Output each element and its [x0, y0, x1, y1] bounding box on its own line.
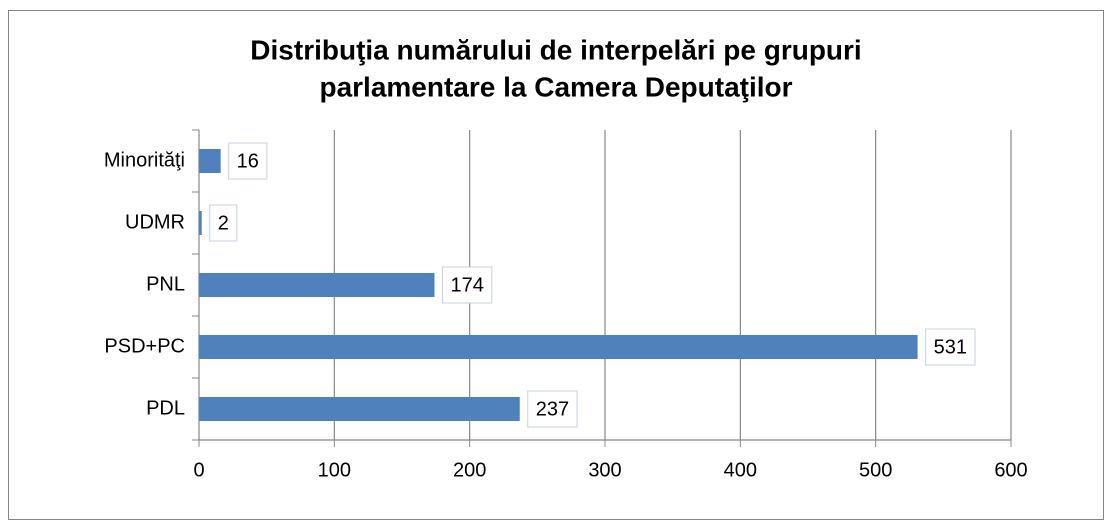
bar: [199, 211, 202, 235]
y-tick-label: PSD+PC: [104, 335, 185, 357]
value-label-box: [441, 266, 493, 304]
bar: [199, 397, 520, 421]
chart-border: [8, 10, 1104, 520]
x-tick-label: 0: [193, 459, 204, 481]
x-tick-label: 100: [318, 459, 351, 481]
value-label: 174: [450, 274, 483, 296]
value-label: 531: [934, 336, 967, 358]
y-tick-label: PDL: [146, 397, 185, 419]
x-tick-label: 400: [724, 459, 757, 481]
value-label-box: [925, 328, 976, 366]
bar: [199, 273, 435, 297]
bar: [199, 149, 221, 173]
y-tick-label: Minorităţi: [104, 149, 185, 171]
chart-title: parlamentare la Camera Deputaţilor: [319, 71, 792, 102]
x-tick-label: 300: [588, 459, 621, 481]
value-label-box: [527, 390, 578, 428]
chart-title: Distribuţia numărului de interpelări pe …: [250, 34, 861, 65]
y-tick-label: UDMR: [125, 211, 185, 233]
value-label: 16: [237, 150, 259, 172]
x-tick-label: 200: [453, 459, 486, 481]
value-label-box: [228, 142, 268, 180]
x-tick-label: 600: [994, 459, 1027, 481]
bar: [199, 335, 918, 359]
value-label: 237: [536, 398, 569, 420]
value-label-box: [209, 204, 238, 242]
x-tick-label: 500: [859, 459, 892, 481]
value-label: 2: [218, 212, 229, 234]
y-tick-label: PNL: [146, 273, 185, 295]
